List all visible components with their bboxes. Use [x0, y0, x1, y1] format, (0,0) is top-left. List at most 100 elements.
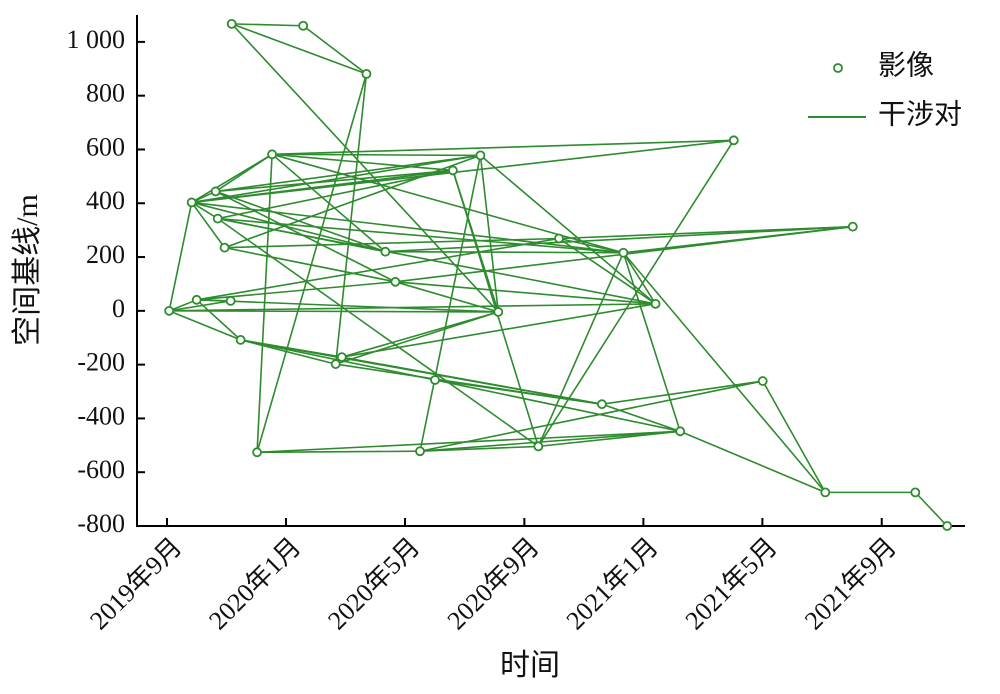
- image-point: [210, 186, 221, 197]
- pair-line: [196, 280, 396, 301]
- y-tick-label: 600: [86, 132, 125, 161]
- pair-line: [224, 246, 396, 283]
- pair-line: [196, 299, 242, 341]
- pair-line: [168, 299, 197, 312]
- image-point: [330, 359, 341, 369]
- x-tick-label: 2021年9月: [799, 532, 902, 635]
- pair-line: [395, 281, 499, 313]
- pair-line: [622, 252, 681, 432]
- pair-line: [215, 154, 481, 193]
- pair-line: [215, 190, 386, 253]
- pair-line: [538, 430, 681, 448]
- image-point: [650, 298, 661, 309]
- image-point: [219, 242, 230, 253]
- pair-line: [169, 300, 231, 312]
- image-point: [675, 426, 686, 437]
- pair-line: [601, 403, 681, 433]
- pair-line: [217, 169, 454, 220]
- pair-line: [341, 311, 499, 358]
- pair-line: [479, 155, 500, 313]
- image-point: [212, 213, 223, 224]
- image-point: [430, 375, 440, 385]
- pair-line: [762, 380, 826, 493]
- pair-line: [419, 445, 539, 453]
- pair-line: [215, 153, 273, 193]
- pair-line: [679, 430, 826, 494]
- pair-line: [341, 356, 603, 405]
- y-tick-label: -400: [77, 401, 125, 430]
- image-point: [820, 487, 831, 498]
- pair-line: [434, 379, 603, 405]
- image-point: [533, 441, 544, 452]
- pair-line: [215, 169, 453, 193]
- pair-line: [434, 379, 681, 433]
- image-point: [415, 446, 425, 457]
- y-tick-label: 0: [112, 294, 125, 323]
- legend-label: 影像: [878, 49, 934, 81]
- pair-line: [168, 310, 241, 341]
- image-point: [186, 197, 197, 208]
- image-point: [554, 233, 564, 244]
- legend-marker: [833, 63, 843, 73]
- pair-line: [335, 311, 499, 365]
- image-point: [448, 165, 458, 176]
- pair-line: [240, 339, 342, 358]
- pair-line: [257, 450, 421, 454]
- image-point: [298, 20, 309, 31]
- x-tick-label: 2021年5月: [680, 532, 783, 635]
- pair-line: [395, 280, 656, 305]
- y-axis-title: 空间基线/m: [11, 194, 44, 346]
- x-tick-label: 2020年9月: [442, 532, 545, 635]
- pair-line: [419, 430, 681, 453]
- image-point: [728, 135, 739, 146]
- image-point: [757, 376, 768, 386]
- image-point: [942, 521, 953, 531]
- x-axis-title: 时间: [500, 649, 560, 682]
- pair-line: [558, 237, 624, 254]
- pair-line: [479, 154, 657, 305]
- pair-line: [224, 154, 481, 249]
- image-point: [235, 334, 246, 345]
- pair-line: [256, 73, 368, 453]
- image-point: [191, 294, 202, 305]
- image-point: [336, 352, 347, 363]
- y-tick-label: -800: [77, 509, 125, 538]
- pair-line: [272, 139, 734, 156]
- pair-line: [168, 202, 193, 312]
- x-tick-label: 2020年1月: [203, 532, 306, 635]
- x-tick-label: 2021年1月: [561, 532, 664, 635]
- x-tick-label: 2020年5月: [322, 532, 425, 635]
- pair-line: [196, 237, 560, 301]
- y-tick-label: 400: [86, 186, 125, 215]
- pair-line: [191, 201, 226, 249]
- image-point: [252, 447, 262, 458]
- pair-line: [271, 153, 386, 253]
- image-point: [618, 247, 629, 258]
- pair-line: [272, 153, 481, 157]
- y-tick-label: 1 000: [67, 25, 126, 54]
- image-point: [910, 487, 921, 498]
- pair-line: [452, 170, 500, 313]
- pair-line: [537, 252, 625, 447]
- image-point: [390, 276, 401, 287]
- pair-line: [558, 237, 656, 305]
- pair-line: [169, 310, 499, 313]
- image-point: [847, 221, 858, 232]
- pair-line: [191, 139, 734, 204]
- x-tick-label: 2019年9月: [84, 532, 187, 635]
- pair-line: [914, 491, 948, 527]
- y-tick-label: -600: [77, 455, 125, 484]
- pair-line: [385, 225, 853, 253]
- image-point: [597, 399, 607, 410]
- image-point: [475, 150, 486, 161]
- pair-line: [196, 299, 231, 302]
- image-point: [361, 68, 372, 79]
- pair-line: [341, 303, 656, 358]
- image-point: [267, 149, 277, 160]
- image-point: [225, 295, 236, 306]
- pair-line: [217, 217, 656, 305]
- pair-line: [191, 201, 624, 254]
- y-tick-label: 200: [86, 240, 125, 269]
- pair-line: [191, 201, 219, 220]
